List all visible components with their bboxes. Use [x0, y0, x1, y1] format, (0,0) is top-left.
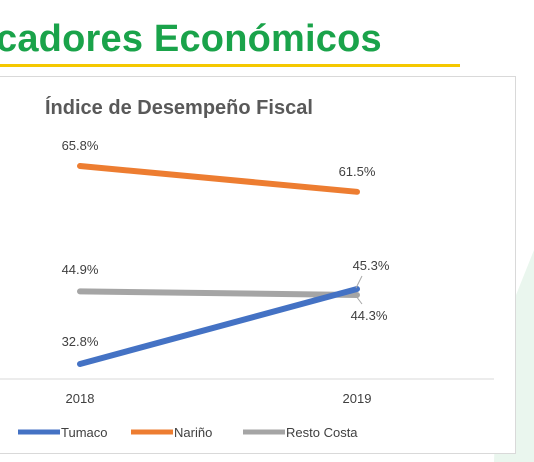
legend-item-resto-costa: Resto Costa: [243, 425, 358, 440]
series-line-nari-o: [77, 163, 360, 195]
data-label-tumaco-2018: 32.8%: [62, 334, 99, 349]
data-labels-layer: 65.8% 61.5% 44.9% 44.3% 32.8% 45.3%: [62, 138, 390, 349]
x-tick-labels: 2018 2019: [66, 391, 372, 406]
x-tick-2019: 2019: [343, 391, 372, 406]
legend-label-resto-costa: Resto Costa: [286, 425, 358, 440]
data-label-nari-o-2018: 65.8%: [62, 138, 99, 153]
leader-line-resto-costa-2019: [355, 295, 363, 305]
legend-label-tumaco: Tumaco: [61, 425, 107, 440]
series-line-resto-costa: [77, 288, 360, 298]
slide-title: cadores Económicos: [0, 18, 382, 60]
data-label-resto-costa-2019: 44.3%: [351, 308, 388, 323]
series-layer: [77, 163, 360, 367]
title-underline: [0, 64, 460, 67]
legend: Tumaco Nariño Resto Costa: [18, 425, 358, 440]
data-label-nari-o-2019: 61.5%: [339, 164, 376, 179]
leader-line-tumaco-2019: [355, 275, 363, 289]
chart-title: Índice de Desempeño Fiscal: [45, 96, 313, 119]
legend-item-tumaco: Tumaco: [18, 425, 107, 440]
legend-item-nari-o: Nariño: [131, 425, 212, 440]
data-label-tumaco-2019: 45.3%: [353, 258, 390, 273]
chart-frame: [0, 76, 516, 454]
legend-label-nari-o: Nariño: [174, 425, 212, 440]
x-tick-2018: 2018: [66, 391, 95, 406]
series-line-tumaco: [77, 286, 360, 367]
data-label-resto-costa-2018: 44.9%: [62, 262, 99, 277]
